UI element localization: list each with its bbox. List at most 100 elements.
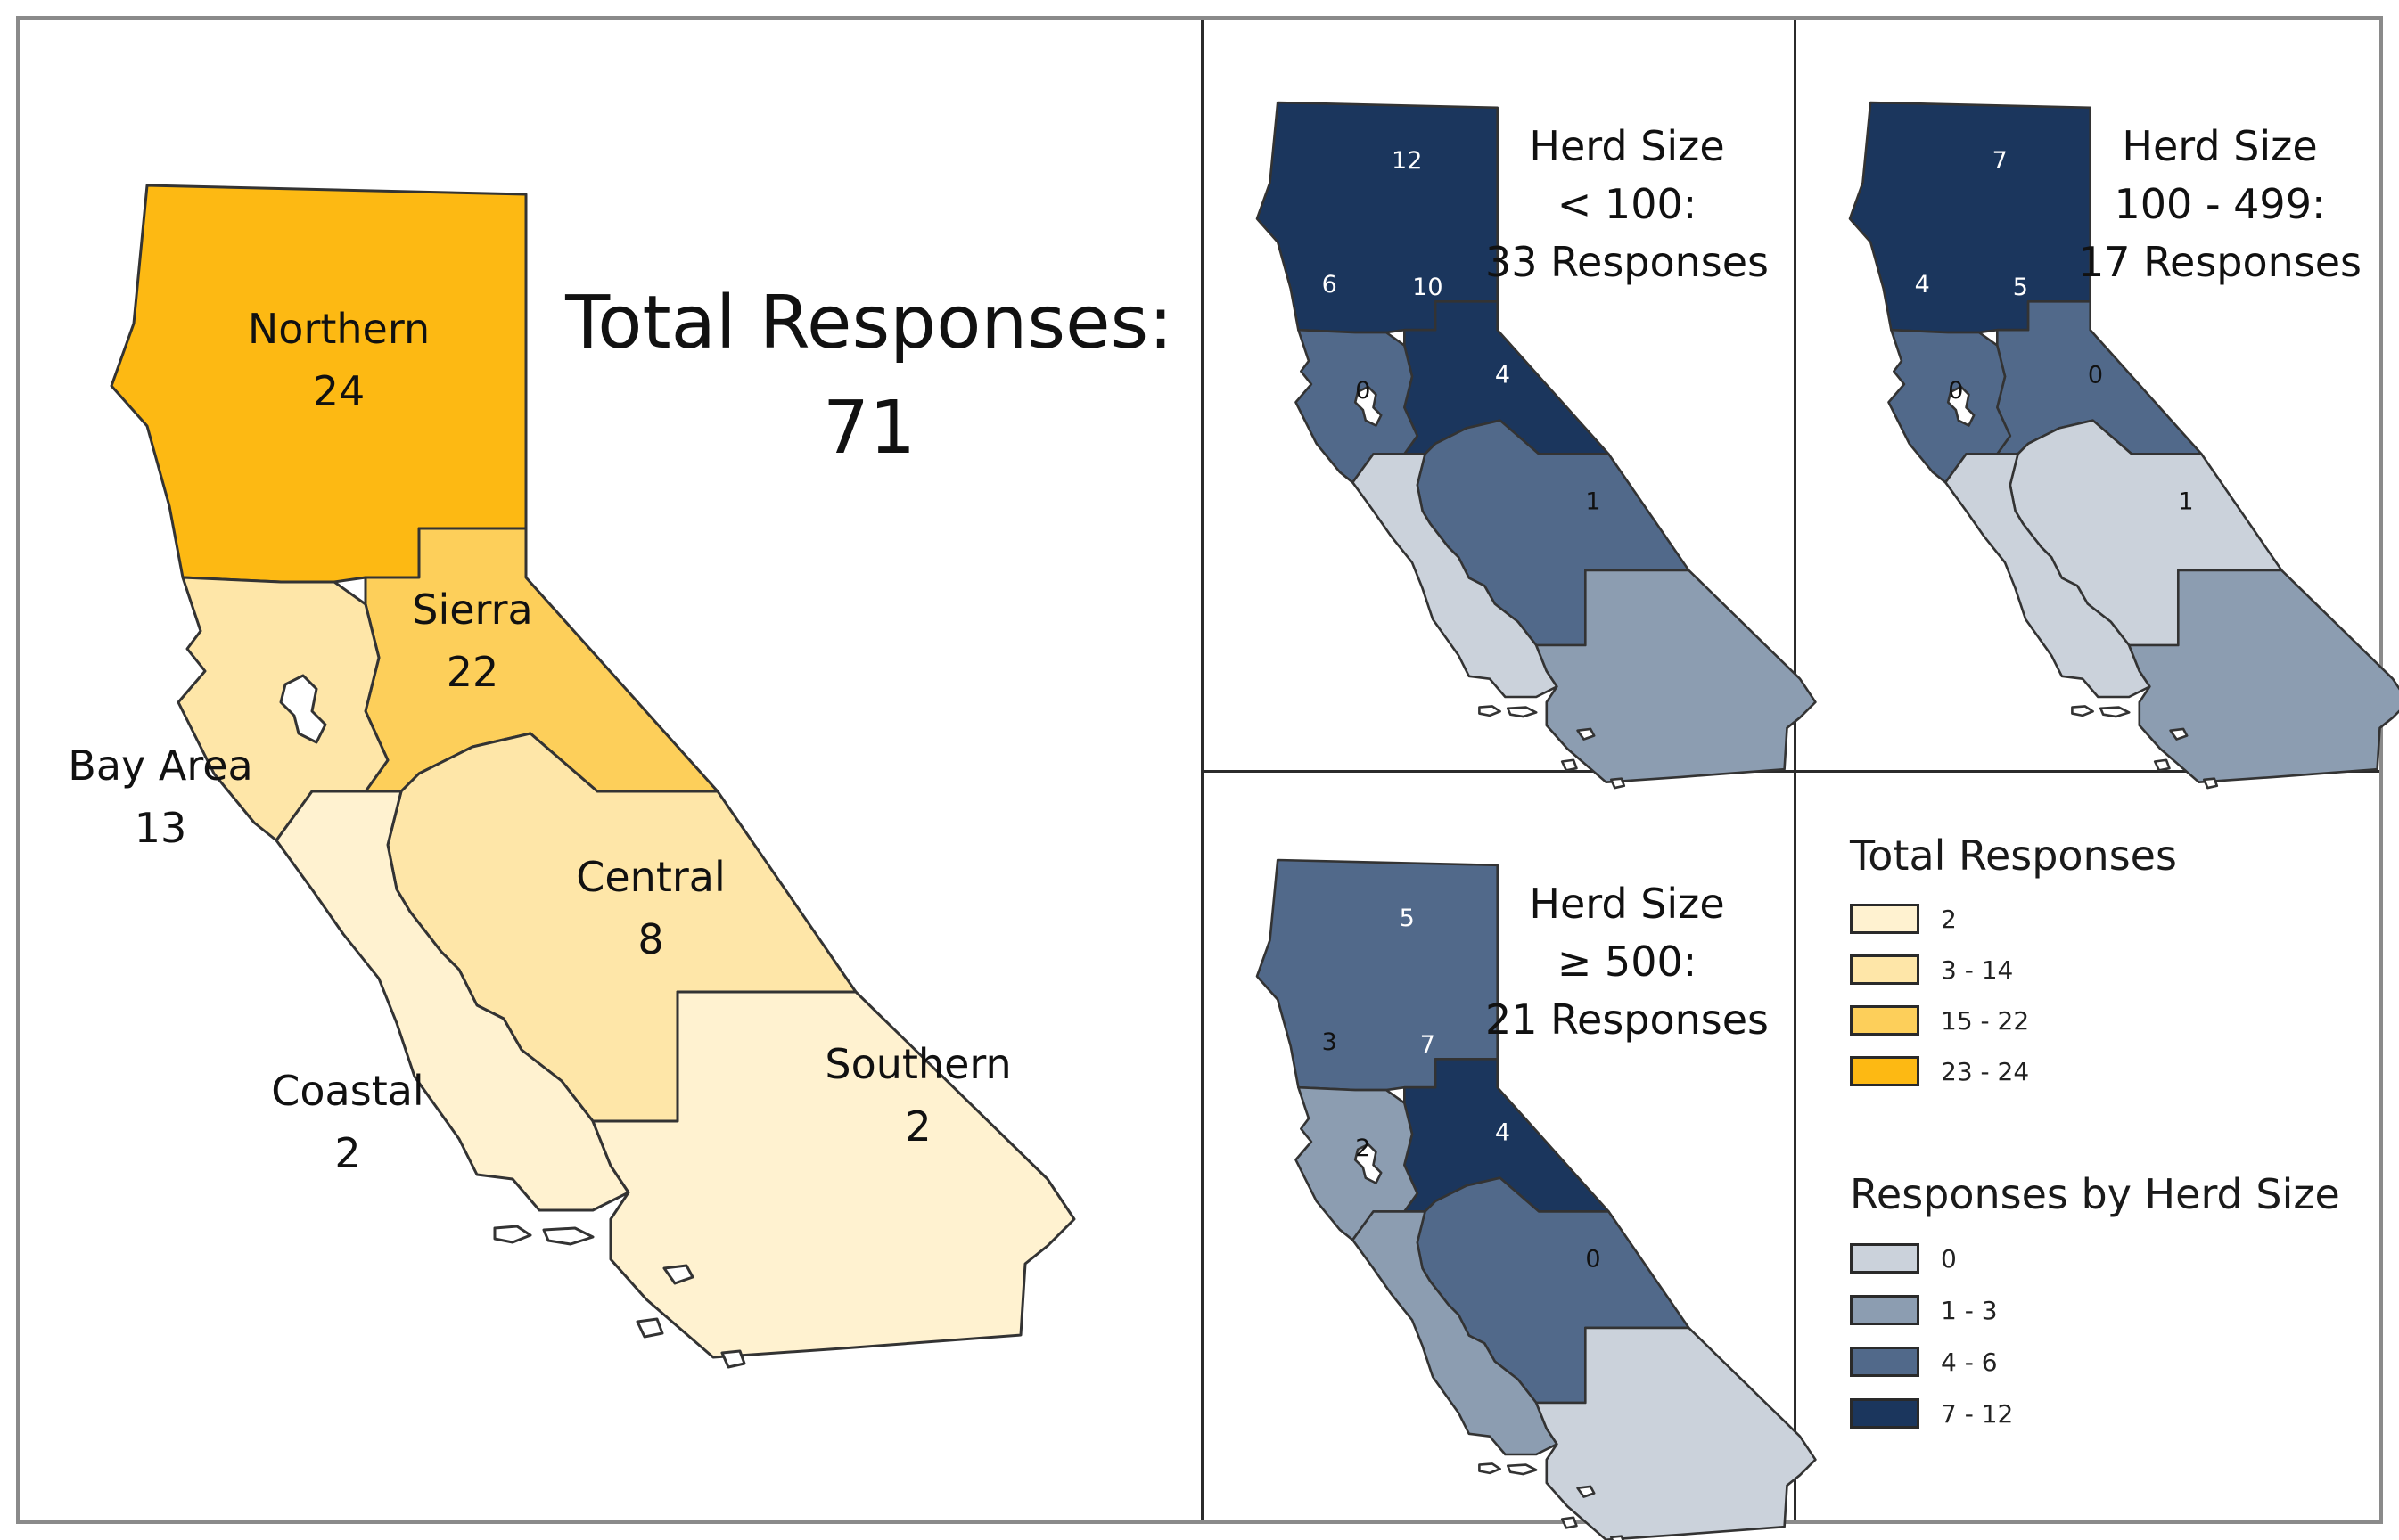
island (636, 1317, 664, 1339)
legend-swatch (1850, 1398, 1919, 1429)
value-northern: 5 (1400, 905, 1415, 932)
island (1478, 1462, 1501, 1475)
value-coastal: 0 (1355, 377, 1370, 405)
island (1609, 777, 1626, 790)
value-central: 8 (637, 915, 663, 963)
island (1560, 758, 1578, 772)
island (2099, 706, 2131, 718)
island (2071, 705, 2094, 717)
value-southern: 1 (2178, 488, 2193, 516)
horizontal-divider (1203, 770, 2379, 773)
region-southern (2127, 569, 2399, 784)
legend-total-item: 3 - 14 (1850, 954, 2013, 986)
legend-herd-item: 0 (1850, 1242, 1957, 1274)
value-coastal: 2 (1355, 1135, 1370, 1162)
bay-water (1353, 1143, 1383, 1184)
herd-large-title: Herd Size ≥ 500: 21 Responses (1485, 880, 1769, 1044)
value-bay: 4 (1915, 271, 1930, 299)
legend-total-item: 23 - 24 (1850, 1055, 2029, 1087)
value-sierra: 22 (447, 648, 499, 696)
label-northern: Northern (248, 305, 430, 353)
label-central: Central (576, 853, 726, 901)
island (493, 1225, 532, 1244)
island (720, 1349, 746, 1369)
bay-water (1946, 385, 1976, 427)
legend-total-title: Total Responses (1850, 831, 2177, 880)
value-northern: 12 (1392, 147, 1422, 175)
svg-text:17 Responses: 17 Responses (2078, 238, 2362, 286)
value-southern: 1 (1585, 488, 1600, 516)
svg-text:≥ 500:: ≥ 500: (1557, 938, 1697, 986)
legend-swatch (1850, 1347, 1919, 1377)
total-title: Total Responses: (564, 281, 1173, 365)
california-total-map (110, 184, 1076, 1369)
legend-swatch (1850, 1005, 1919, 1036)
herd-medium-map (1848, 101, 2399, 790)
region-southern (1534, 569, 1817, 784)
value-southern: 0 (1585, 1246, 1600, 1274)
island (1506, 1463, 1538, 1476)
label-coastal: Coastal (271, 1067, 423, 1115)
island (1560, 1516, 1578, 1529)
island (1478, 705, 1501, 717)
main-labels: Northern 24 Sierra 22 Bay Area 13 Centra… (68, 305, 1011, 1177)
island (662, 1264, 694, 1285)
value-northern: 7 (1992, 147, 2008, 175)
island (2153, 758, 2171, 772)
legend-swatch (1850, 1056, 1919, 1086)
svg-text:Herd Size: Herd Size (1529, 122, 1724, 170)
legend-swatch (1850, 954, 1919, 985)
herd-large-values: 5 3 7 4 2 0 (1322, 905, 1601, 1274)
vertical-divider-left (1201, 20, 1204, 1520)
island (1609, 1535, 1624, 1540)
svg-text:100 - 499:: 100 - 499: (2115, 180, 2326, 228)
region-southern (1534, 1326, 1817, 1540)
svg-text:< 100:: < 100: (1557, 180, 1697, 228)
svg-text:Herd Size: Herd Size (1529, 880, 1724, 928)
herd-small-values: 12 6 10 4 0 1 (1322, 147, 1601, 516)
region-northern (1255, 858, 1499, 1092)
value-sierra: 10 (1412, 274, 1442, 301)
legend-herd-title: Responses by Herd Size (1850, 1170, 2340, 1218)
legend-total-item: 15 - 22 (1850, 1004, 2029, 1036)
herd-medium-values: 7 4 5 0 0 1 (1915, 147, 2194, 516)
legend-swatch (1850, 1243, 1919, 1274)
legend-total-item: 2 (1850, 903, 1957, 935)
island (1506, 706, 1538, 718)
island (2202, 777, 2219, 790)
region-northern (1255, 101, 1499, 334)
value-central: 4 (1495, 362, 1510, 389)
herd-small-title: Herd Size < 100: 33 Responses (1485, 122, 1769, 286)
bay-water (279, 674, 327, 744)
legend-swatch (1850, 904, 1919, 934)
svg-text:Herd Size: Herd Size (2122, 122, 2317, 170)
herd-large-map (1255, 858, 1817, 1540)
value-bay: 6 (1322, 271, 1337, 299)
bay-water (1353, 385, 1383, 427)
figure-frame (16, 16, 2383, 1524)
value-central: 0 (2088, 362, 2103, 389)
region-northern (1848, 101, 2092, 334)
value-northern: 24 (313, 367, 366, 415)
herd-small-map (1255, 101, 1817, 790)
value-sierra: 5 (2013, 274, 2028, 301)
total-value: 71 (823, 386, 916, 471)
svg-text:33 Responses: 33 Responses (1485, 238, 1769, 286)
island (2169, 727, 2189, 741)
value-coastal: 0 (1948, 377, 1963, 405)
region-southern (591, 990, 1076, 1359)
value-central: 4 (1495, 1119, 1510, 1147)
island (542, 1226, 595, 1246)
legend-herd-item: 7 - 12 (1850, 1397, 2013, 1429)
legend-herd-item: 1 - 3 (1850, 1294, 1998, 1326)
herd-medium-title: Herd Size 100 - 499: 17 Responses (2078, 122, 2362, 286)
value-sierra: 7 (1420, 1031, 1435, 1059)
island (1576, 1485, 1596, 1498)
label-bay: Bay Area (68, 741, 252, 790)
value-bay: 13 (135, 804, 187, 852)
legend-herd-item: 4 - 6 (1850, 1346, 1998, 1378)
value-coastal: 2 (334, 1129, 360, 1177)
value-southern: 2 (905, 1102, 931, 1151)
label-southern: Southern (825, 1040, 1011, 1088)
